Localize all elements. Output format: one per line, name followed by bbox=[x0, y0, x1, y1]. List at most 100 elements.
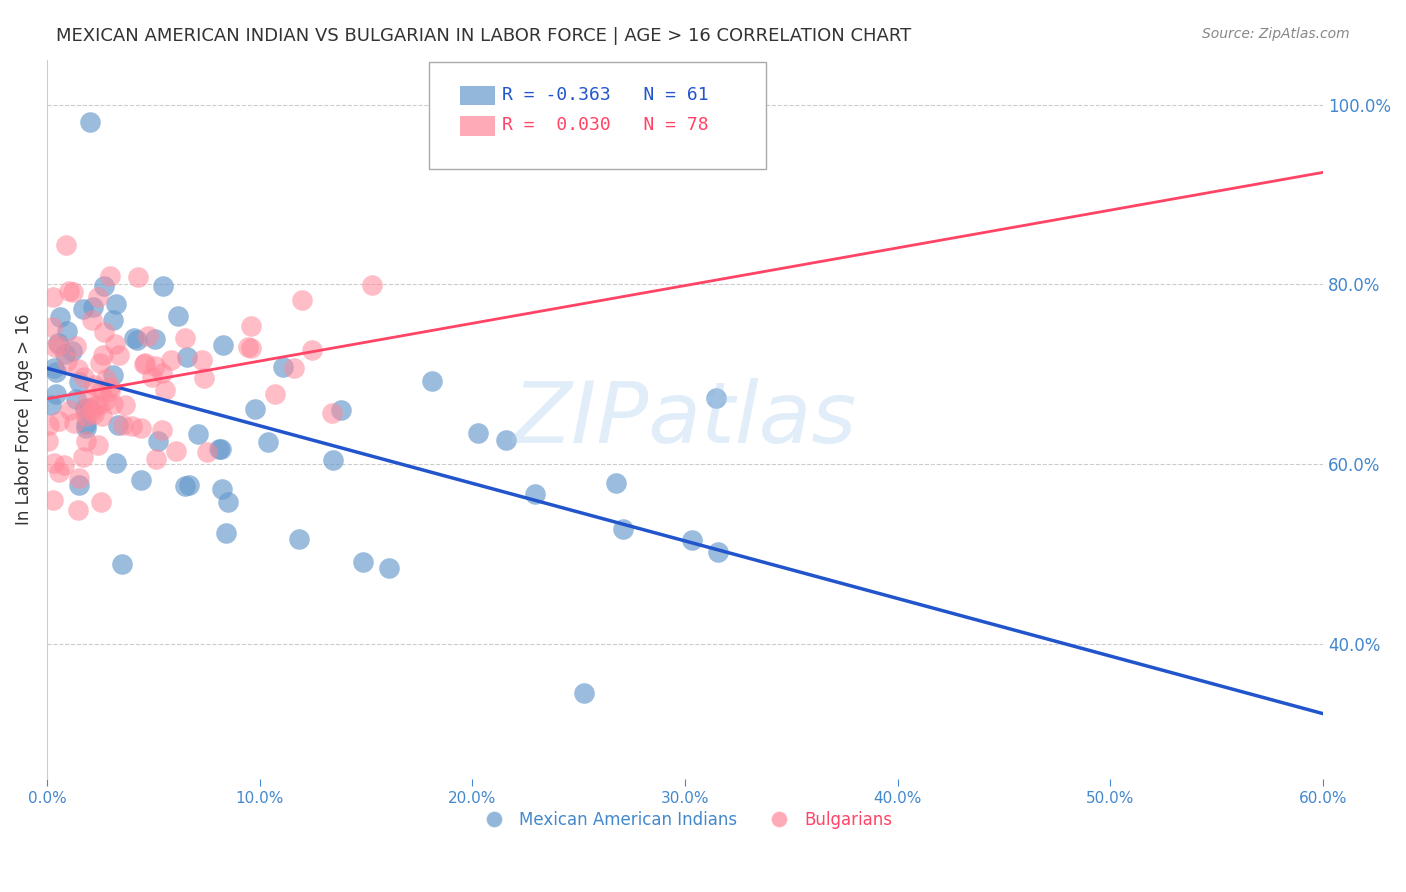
Bulgarians bbox=[93, 325, 115, 339]
Mexican American Indians bbox=[93, 279, 115, 293]
Bulgarians bbox=[87, 437, 110, 451]
Mexican American Indians bbox=[352, 555, 374, 569]
Bulgarians bbox=[67, 471, 90, 485]
Mexican American Indians bbox=[146, 434, 169, 449]
Mexican American Indians bbox=[256, 435, 278, 450]
Mexican American Indians bbox=[704, 391, 727, 405]
Mexican American Indians bbox=[215, 525, 238, 540]
Mexican American Indians bbox=[105, 457, 128, 471]
Mexican American Indians bbox=[322, 452, 344, 467]
Mexican American Indians bbox=[209, 442, 232, 457]
Bulgarians bbox=[82, 313, 104, 327]
Mexican American Indians bbox=[495, 433, 517, 447]
Bulgarians bbox=[90, 494, 112, 508]
Bulgarians bbox=[48, 414, 70, 428]
Bulgarians bbox=[91, 409, 114, 423]
Y-axis label: In Labor Force | Age > 16: In Labor Force | Age > 16 bbox=[15, 313, 32, 525]
Bulgarians bbox=[90, 383, 112, 397]
Bulgarians bbox=[44, 341, 66, 355]
Bulgarians bbox=[67, 362, 90, 376]
Mexican American Indians bbox=[217, 495, 239, 509]
Legend: Mexican American Indians, Bulgarians: Mexican American Indians, Bulgarians bbox=[471, 804, 898, 835]
Bulgarians bbox=[84, 399, 107, 413]
Mexican American Indians bbox=[271, 359, 294, 374]
Bulgarians bbox=[112, 417, 135, 432]
Bulgarians bbox=[141, 370, 163, 384]
Bulgarians bbox=[56, 354, 79, 368]
Bulgarians bbox=[72, 450, 94, 465]
Mexican American Indians bbox=[612, 522, 634, 536]
Mexican American Indians bbox=[143, 332, 166, 346]
Mexican American Indians bbox=[681, 533, 703, 548]
Bulgarians bbox=[48, 338, 70, 352]
Bulgarians bbox=[143, 359, 166, 374]
Mexican American Indians bbox=[49, 310, 72, 324]
Mexican American Indians bbox=[72, 302, 94, 317]
Bulgarians bbox=[150, 423, 173, 437]
Mexican American Indians bbox=[125, 334, 148, 348]
Mexican American Indians bbox=[706, 544, 728, 558]
Bulgarians bbox=[190, 353, 212, 368]
Mexican American Indians bbox=[243, 401, 266, 416]
Bulgarians bbox=[59, 403, 82, 417]
Bulgarians bbox=[197, 444, 219, 458]
Bulgarians bbox=[174, 331, 197, 345]
Bulgarians bbox=[62, 285, 84, 300]
Bulgarians bbox=[48, 465, 70, 479]
Bulgarians bbox=[291, 293, 314, 307]
Bulgarians bbox=[42, 290, 65, 304]
Mexican American Indians bbox=[105, 297, 128, 311]
Bulgarians bbox=[108, 348, 131, 362]
Bulgarians bbox=[67, 503, 90, 517]
Mexican American Indians bbox=[79, 115, 101, 129]
Bulgarians bbox=[52, 458, 75, 472]
Bulgarians bbox=[360, 278, 382, 293]
Mexican American Indians bbox=[330, 403, 353, 417]
Mexican American Indians bbox=[378, 560, 401, 574]
Bulgarians bbox=[76, 401, 98, 416]
Bulgarians bbox=[94, 392, 117, 407]
Mexican American Indians bbox=[75, 417, 97, 432]
Text: R = -0.363   N = 61: R = -0.363 N = 61 bbox=[502, 86, 709, 103]
Mexican American Indians bbox=[60, 344, 83, 359]
Bulgarians bbox=[103, 337, 125, 351]
Bulgarians bbox=[98, 269, 121, 284]
Bulgarians bbox=[283, 361, 305, 376]
Mexican American Indians bbox=[523, 486, 546, 500]
Mexican American Indians bbox=[42, 361, 65, 376]
Mexican American Indians bbox=[82, 300, 104, 314]
Mexican American Indians bbox=[420, 374, 443, 388]
Mexican American Indians bbox=[129, 473, 152, 487]
Bulgarians bbox=[134, 355, 156, 369]
Bulgarians bbox=[55, 238, 77, 252]
Bulgarians bbox=[101, 397, 124, 411]
Mexican American Indians bbox=[174, 478, 197, 492]
Bulgarians bbox=[93, 348, 115, 362]
Bulgarians bbox=[321, 406, 343, 420]
Bulgarians bbox=[98, 380, 121, 394]
Bulgarians bbox=[58, 284, 80, 298]
Bulgarians bbox=[94, 372, 117, 386]
Mexican American Indians bbox=[67, 376, 90, 390]
Bulgarians bbox=[41, 320, 63, 334]
Text: MEXICAN AMERICAN INDIAN VS BULGARIAN IN LABOR FORCE | AGE > 16 CORRELATION CHART: MEXICAN AMERICAN INDIAN VS BULGARIAN IN … bbox=[56, 27, 911, 45]
Mexican American Indians bbox=[77, 401, 100, 416]
Mexican American Indians bbox=[45, 387, 67, 401]
Text: Source: ZipAtlas.com: Source: ZipAtlas.com bbox=[1202, 27, 1350, 41]
Bulgarians bbox=[263, 387, 285, 401]
Bulgarians bbox=[83, 407, 105, 421]
Mexican American Indians bbox=[39, 398, 62, 412]
Mexican American Indians bbox=[53, 347, 76, 361]
Mexican American Indians bbox=[75, 401, 97, 416]
Bulgarians bbox=[63, 416, 86, 430]
Mexican American Indians bbox=[101, 368, 124, 382]
Text: ZIPatlas: ZIPatlas bbox=[513, 377, 858, 461]
Bulgarians bbox=[150, 367, 173, 381]
Mexican American Indians bbox=[211, 482, 233, 496]
Mexican American Indians bbox=[55, 324, 77, 338]
Mexican American Indians bbox=[211, 338, 233, 352]
Mexican American Indians bbox=[75, 420, 97, 434]
Bulgarians bbox=[240, 319, 263, 334]
Bulgarians bbox=[89, 398, 111, 412]
Bulgarians bbox=[239, 341, 262, 355]
